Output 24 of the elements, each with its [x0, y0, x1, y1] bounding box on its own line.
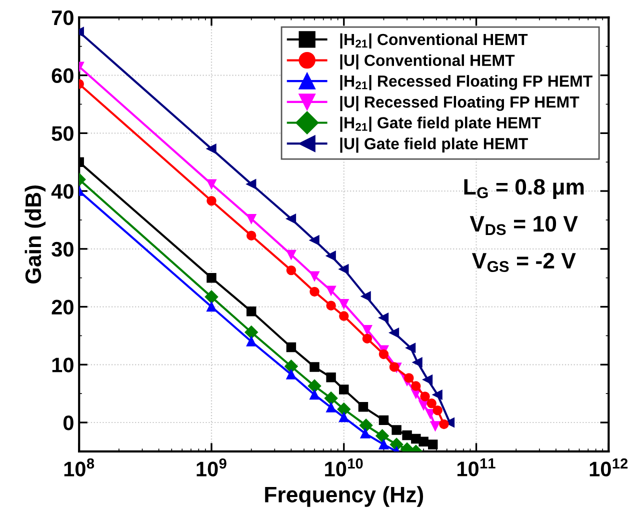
legend-label: |U| Recessed Floating FP HEMT: [340, 96, 580, 112]
y-tick-label: 0: [63, 416, 74, 430]
annotation: V$_{DS}$ = 10 V: [470, 216, 578, 236]
annotation: L$_{G}$ = 0.8 μm: [464, 178, 584, 200]
y-axis-title: Gain (dB): [24, 186, 46, 284]
y-tick-label: 20: [52, 300, 74, 315]
y-tick-label: 60: [52, 68, 74, 84]
x-axis-title: Frequency (Hz): [265, 486, 424, 507]
y-tick-label: 40: [51, 184, 74, 199]
y-tick-label: 70: [52, 10, 74, 26]
legend-label: |U| Gate field plate HEMT: [340, 138, 528, 153]
legend-label: |H$_{21}$| Conventional HEMT: [340, 33, 528, 49]
y-tick-label: 30: [52, 242, 74, 257]
x-tick-label: 10$^{10}$: [325, 458, 363, 476]
annotation: V$_{GS}$ = -2 V: [472, 252, 576, 272]
x-tick-label: 10$^{11}$: [457, 458, 496, 476]
legend-label: |H$_{21}$| Gate field plate HEMT: [340, 116, 541, 132]
x-tick-label: 10$^{9}$: [196, 458, 226, 476]
x-tick-label: 10$^{8}$: [64, 458, 94, 476]
y-tick-label: 10: [52, 358, 74, 372]
y-tick-label: 50: [52, 126, 74, 141]
legend-label: |H$_{21}$| Recessed Floating FP HEMT: [340, 75, 592, 90]
x-tick-label: 10$^{12}$: [590, 458, 628, 476]
legend-label: |U| Conventional HEMT: [340, 54, 515, 70]
